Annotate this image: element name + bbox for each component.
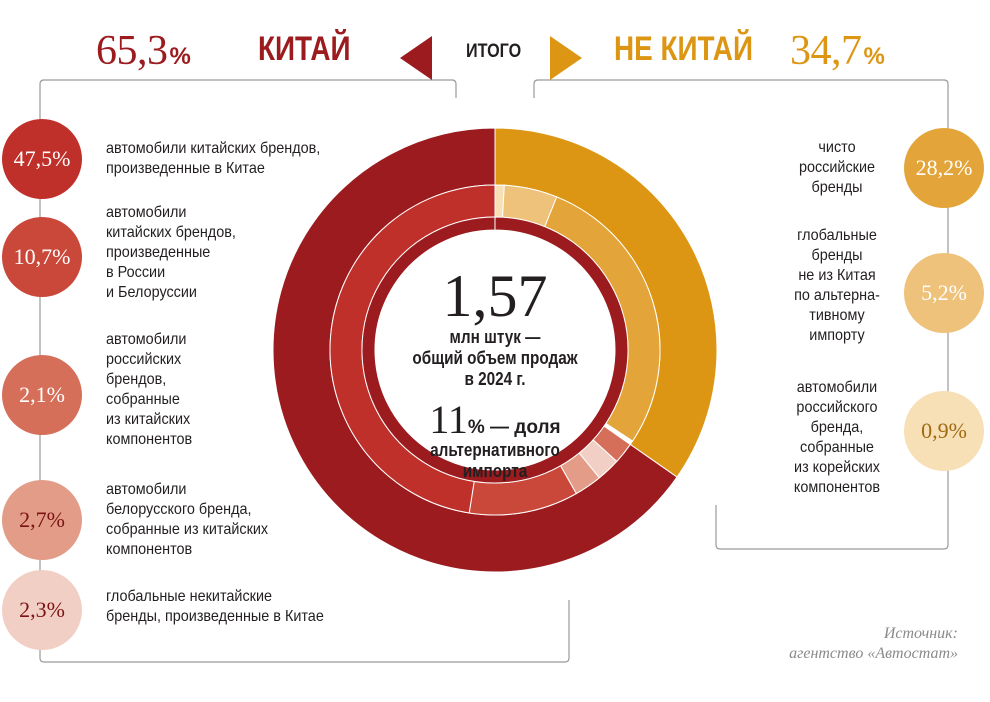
legend-desc-china-made: автомобили китайских брендов, произведенн… [106, 140, 321, 177]
not-china-share-value: 34,7% [790, 28, 885, 74]
legend-desc-global-made-in-china: глобальные некитайские бренды, произведен… [106, 588, 324, 625]
legend-circle-russian-brands: 28,2% [904, 128, 984, 208]
arrow-right-icon [550, 36, 582, 80]
left-bottom-line [39, 600, 570, 663]
legend-circle-russian-brand-korea-parts: 0,9% [904, 391, 984, 471]
left-bracket-line [39, 79, 457, 98]
legend-desc-belarus-brand-china-parts: автомобили белорусского бренда, собранные … [106, 481, 269, 558]
legend-circle-china-made: 47,5% [2, 119, 82, 199]
total-sales-text-2: общий объем продаж [412, 348, 578, 368]
arrow-right-shape [550, 36, 582, 80]
alt-import-share: 11% — доля [395, 396, 595, 443]
alt-import-text-2: импорта [462, 461, 528, 481]
legend-circle-russia-belarus-made: 10,7% [2, 217, 82, 297]
legend-desc-russia-belarus-made: автомобили китайских брендов, произведенны… [106, 204, 236, 301]
not-china-label: НЕ КИТАЙ [614, 30, 753, 68]
total-sales-text-3: в 2024 г. [464, 369, 526, 389]
arrow-left-icon [400, 36, 432, 80]
china-share-value: 65,3% [96, 28, 191, 74]
total-sales-text-1: млн штук — [449, 327, 541, 347]
legend-circle-russian-brands-china-parts: 2,1% [2, 355, 82, 435]
legend-desc-russian-brand-korea-parts: автомобили российского бренда, собранные из … [793, 379, 881, 496]
alt-import-value: 11 [429, 397, 468, 442]
percent-sign: % [863, 43, 885, 70]
legend-desc-russian-brands: чисто российские бренды [798, 139, 876, 196]
china-label: КИТАЙ [258, 30, 351, 68]
legend-circle-belarus-brand-china-parts: 2,7% [2, 480, 82, 560]
inner-thin-ring [361, 216, 629, 484]
arrow-left-shape [400, 36, 432, 80]
legend-desc-global-alt-import: глобальные бренды не из Китая по альтерна-т… [794, 227, 880, 344]
total-sales-value: 1,57 [442, 263, 548, 329]
total-label: ИТОГО [466, 41, 522, 62]
alt-import-suffix: % — доля [467, 417, 561, 438]
legend-desc-russian-brands-china-parts: автомобили российских брендов, собранные из … [106, 331, 193, 448]
donut-chart [272, 127, 718, 573]
source-note: Источник: агентство «Автостат» [789, 625, 958, 662]
legend-circle-global-made-in-china: 2,3% [2, 570, 82, 650]
alt-import-text-1: альтернативного [430, 440, 560, 460]
legend-circle-global-alt-import: 5,2% [904, 253, 984, 333]
percent-sign: % [169, 43, 191, 70]
